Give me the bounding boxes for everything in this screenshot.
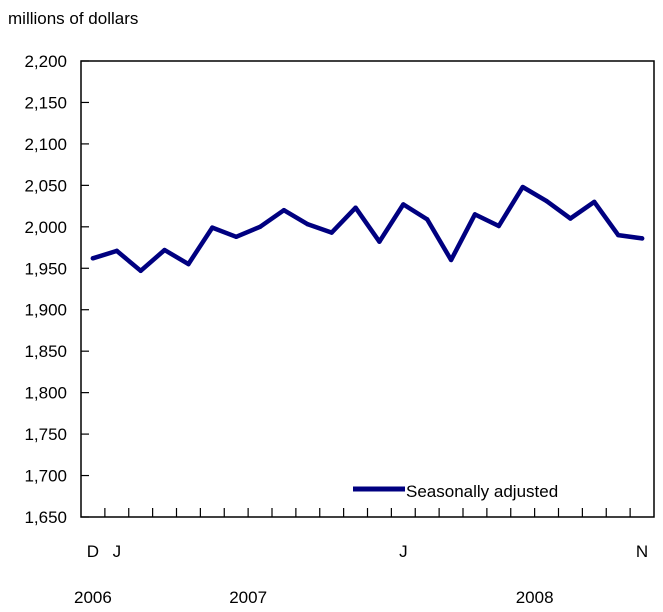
data-point: [520, 184, 525, 190]
y-tick-label: 1,750: [24, 425, 67, 444]
data-point: [114, 248, 120, 254]
data-point: [210, 225, 215, 230]
data-point: [186, 261, 191, 267]
data-point: [424, 217, 430, 222]
y-tick-label: 1,950: [24, 259, 67, 278]
data-point: [544, 198, 549, 204]
data-point: [568, 216, 573, 221]
x-tick-label: J: [113, 542, 122, 561]
y-tick-label: 2,100: [24, 135, 67, 154]
y-tick-label: 1,650: [24, 508, 67, 527]
x-year-label: 2008: [516, 588, 554, 607]
data-point: [615, 232, 621, 238]
y-tick-label: 1,900: [24, 301, 67, 320]
data-point: [90, 256, 96, 261]
y-tick-label: 1,800: [24, 384, 67, 403]
data-point: [257, 224, 263, 230]
data-point: [281, 208, 287, 213]
data-point: [472, 212, 478, 217]
data-point: [233, 234, 239, 239]
y-tick-label: 1,700: [24, 467, 67, 486]
series-line-seasonally-adjusted: [90, 184, 645, 274]
data-point: [138, 268, 143, 273]
data-point: [305, 222, 311, 227]
legend-label-seasonally-adjusted: Seasonally adjusted: [406, 482, 558, 501]
data-point: [496, 223, 502, 229]
legend: Seasonally adjusted: [353, 482, 558, 501]
series-group: [90, 184, 645, 274]
y-axis: 1,650 1,700 1,750 1,800 1,850 1,900 1,950 2,000…: [24, 52, 89, 527]
data-point: [377, 239, 382, 244]
data-point: [401, 202, 406, 207]
x-year-label: 2007: [229, 588, 267, 607]
y-tick-label: 1,850: [24, 342, 67, 361]
data-point: [639, 236, 645, 241]
y-tick-label: 2,000: [24, 218, 67, 237]
x-tick-label: N: [636, 542, 648, 561]
plot-area-frame: [80, 60, 655, 518]
y-tick-label: 2,200: [24, 52, 67, 71]
data-point: [592, 199, 597, 205]
x-tick-label: J: [399, 542, 408, 561]
data-point: [162, 247, 167, 253]
data-point: [448, 257, 454, 263]
data-point: [353, 205, 358, 210]
y-tick-label: 2,150: [24, 93, 67, 112]
y-axis-title: millions of dollars: [8, 9, 138, 28]
y-tick-label: 2,050: [24, 176, 67, 195]
data-point: [329, 230, 334, 235]
x-year-label: 2006: [74, 588, 112, 607]
x-tick-label: D: [87, 542, 99, 561]
